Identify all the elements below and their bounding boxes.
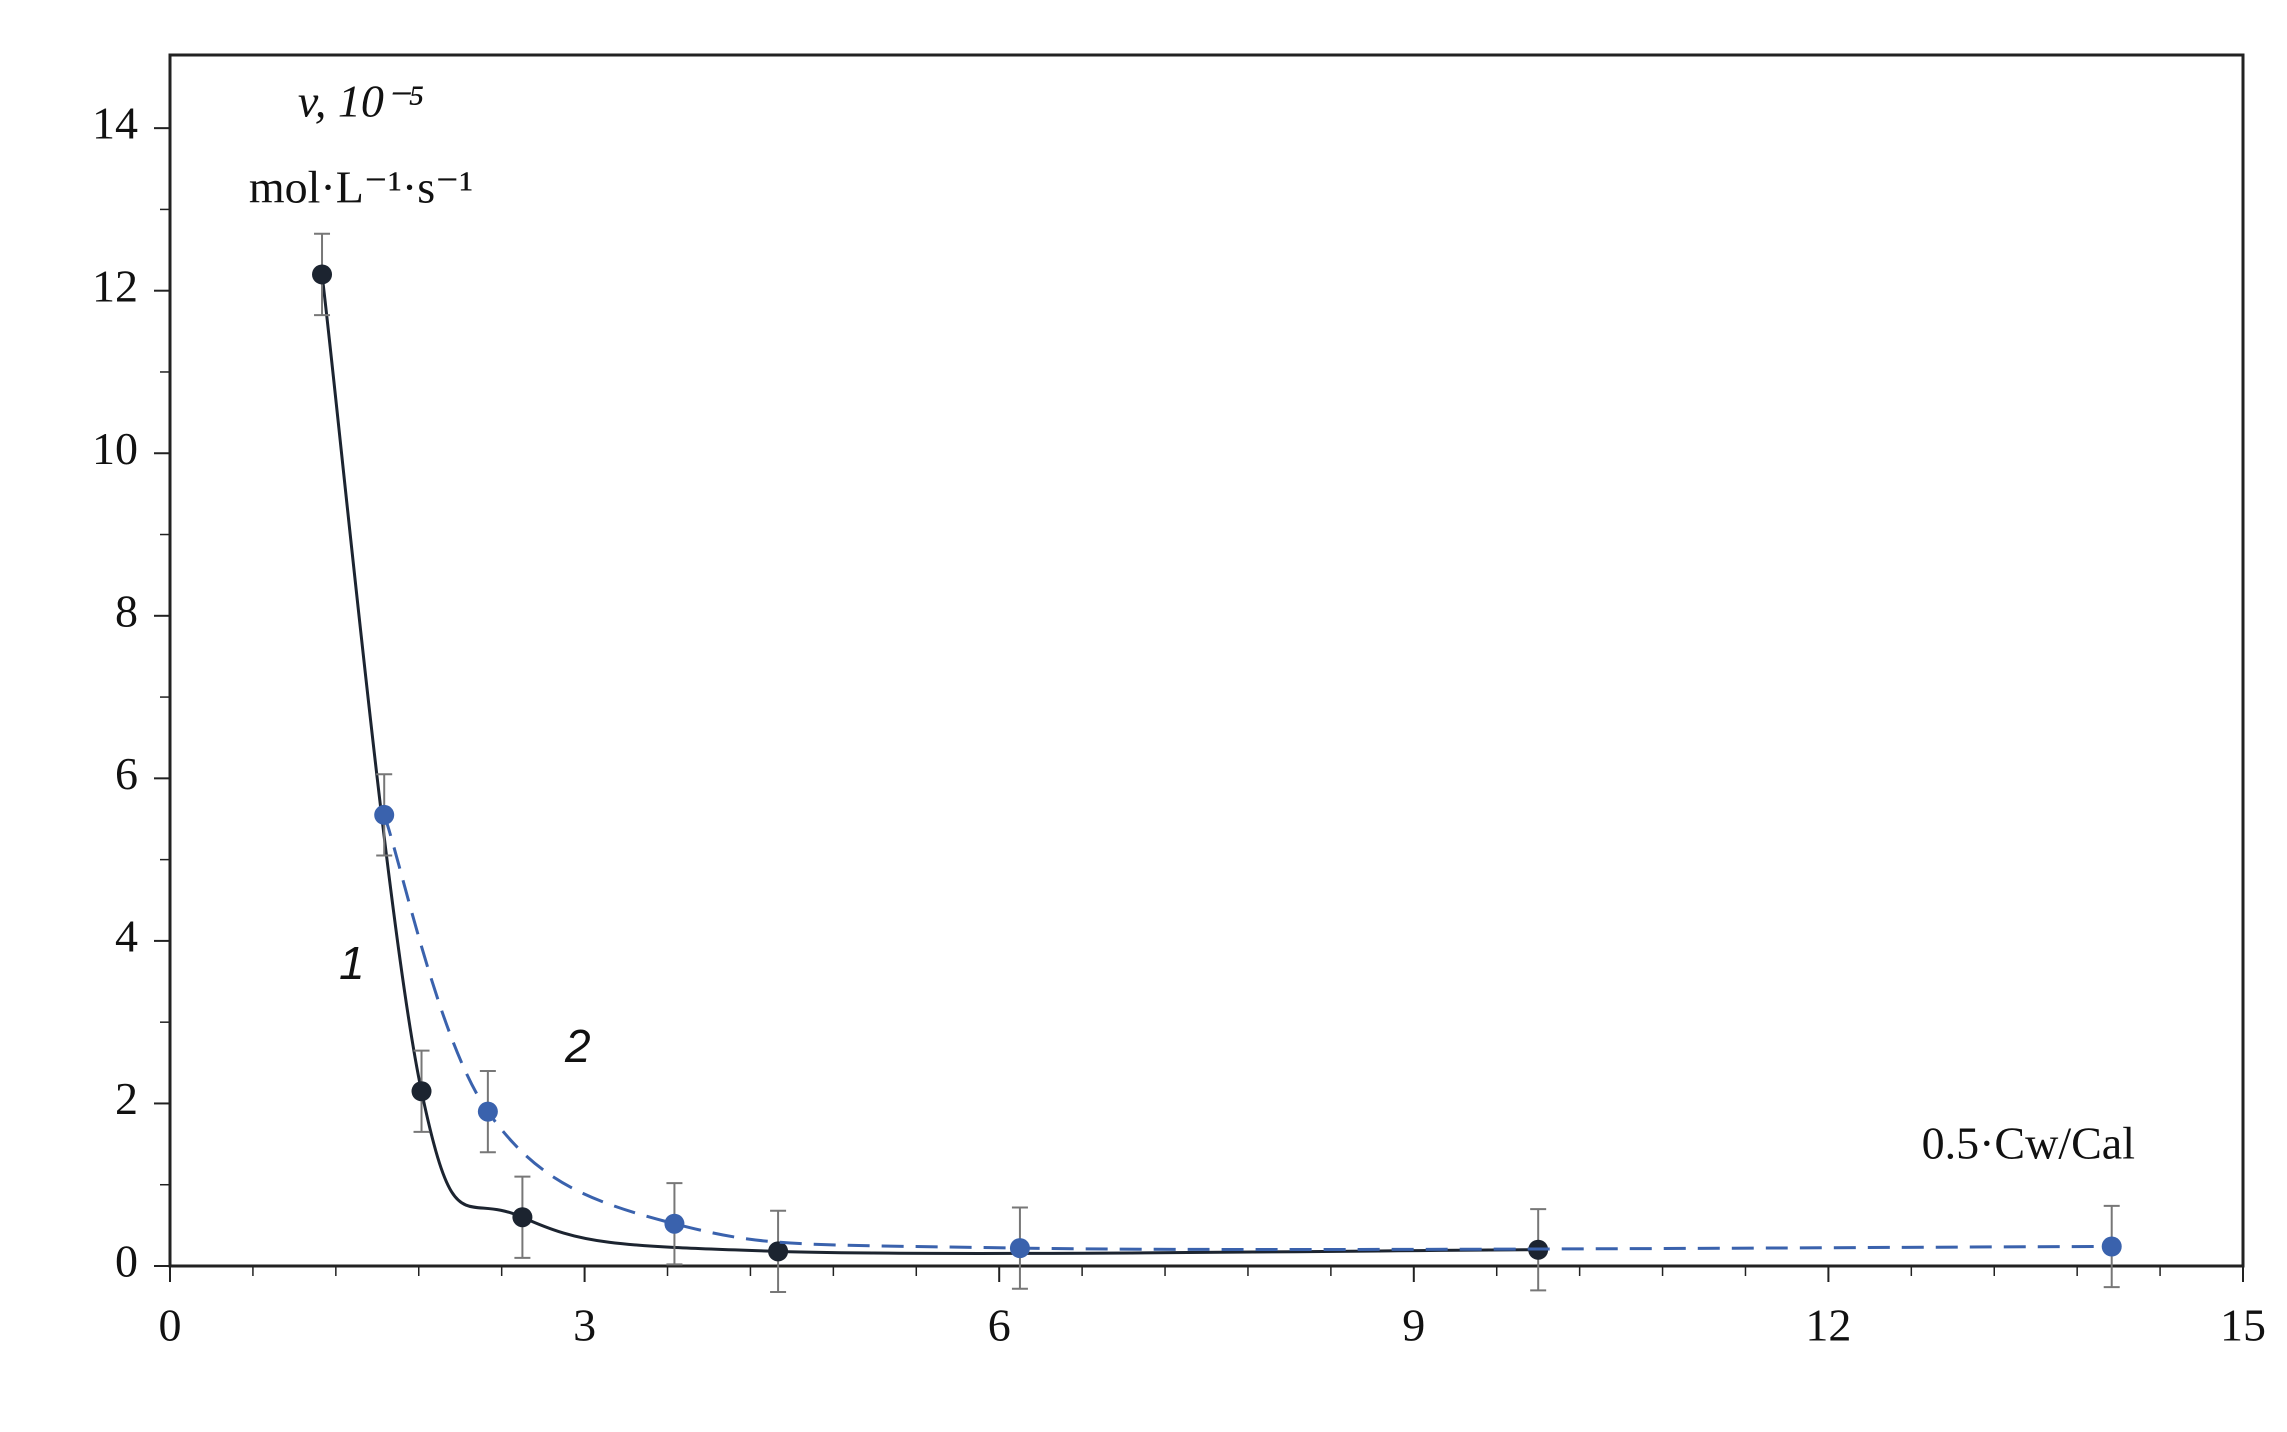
y-tick-label: 12	[92, 260, 138, 311]
data-point	[2101, 1236, 2122, 1257]
y-tick-label: 8	[115, 585, 138, 636]
x-tick-label: 12	[1805, 1300, 1851, 1351]
x-tick-label: 9	[1402, 1300, 1425, 1351]
data-point	[477, 1101, 498, 1122]
data-point	[374, 804, 395, 825]
data-point	[1009, 1238, 1030, 1259]
x-tick-label: 6	[988, 1300, 1011, 1351]
fit-curve	[382, 814, 2112, 1252]
plot-frame	[168, 53, 2245, 1268]
y-axis-label: mol·L⁻¹·s⁻¹	[249, 162, 473, 213]
y-tick-label: 0	[115, 1236, 138, 1287]
x-tick-label: 3	[573, 1300, 596, 1351]
data-point	[664, 1213, 685, 1234]
series-label: 1	[339, 937, 365, 989]
data-point	[768, 1241, 789, 1262]
x-tick-label: 15	[2220, 1300, 2266, 1351]
data-point	[411, 1081, 432, 1102]
data-point	[512, 1207, 533, 1228]
series-label: 2	[564, 1020, 591, 1072]
y-tick-label: 4	[115, 910, 138, 961]
data-point	[312, 264, 333, 285]
y-tick-label: 6	[115, 748, 138, 799]
y-tick-label: 2	[115, 1073, 138, 1124]
y-tick-label: 14	[92, 98, 138, 149]
y-axis-label: v, 10⁻⁵	[298, 76, 424, 127]
fit-curve	[320, 274, 1539, 1255]
x-axis-label: 0.5·Cw/Cal	[1922, 1118, 2135, 1169]
y-tick-label: 10	[92, 423, 138, 474]
x-tick-label: 0	[159, 1300, 182, 1351]
